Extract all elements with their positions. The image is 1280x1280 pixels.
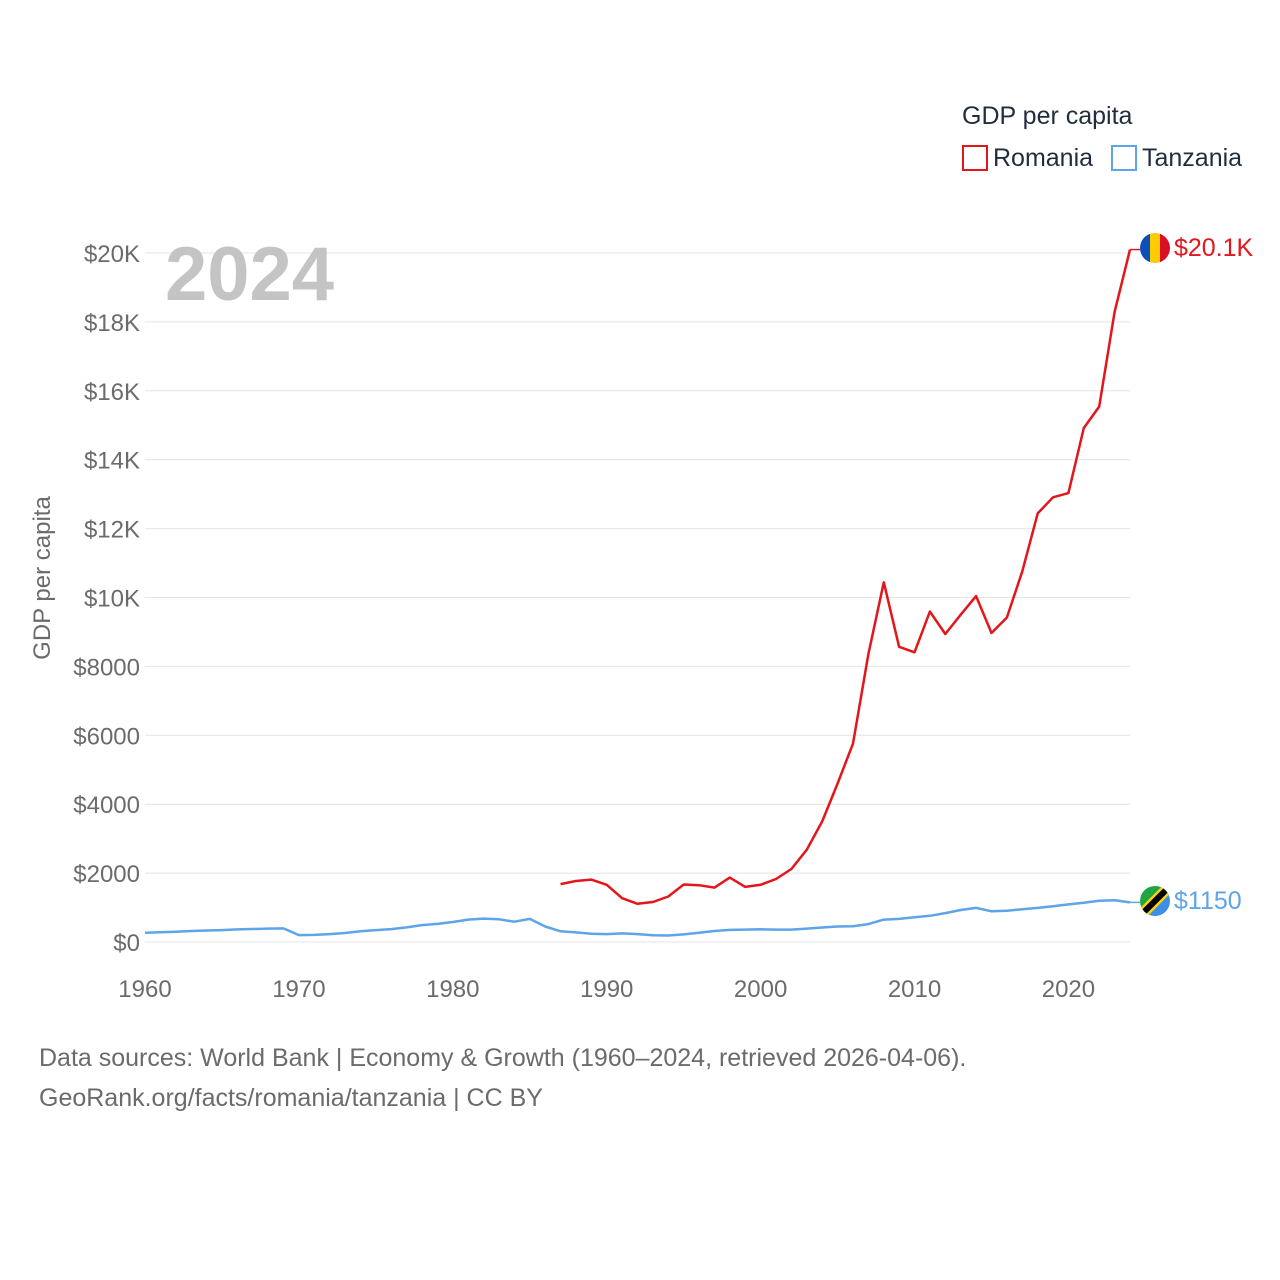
legend-title: GDP per capita [962, 102, 1133, 130]
y-tick-label: $12K [84, 517, 140, 544]
legend-item-tanzania[interactable]: Tanzania [1111, 144, 1242, 172]
y-tick-label: $2000 [73, 861, 140, 888]
legend-label-tanzania: Tanzania [1142, 144, 1242, 172]
legend-item-romania[interactable]: Romania [962, 144, 1093, 172]
x-axis-ticks: 1960 1970 1980 1990 2000 2010 2020 [118, 976, 1095, 1003]
legend-label-romania: Romania [993, 144, 1093, 172]
y-tick-label: $20K [84, 241, 140, 268]
x-tick-label: 1970 [272, 976, 325, 1003]
y-axis-title: GDP per capita [29, 496, 56, 660]
y-tick-label: $0 [113, 930, 140, 957]
footer-attribution: GeoRank.org/facts/romania/tanzania | CC … [39, 1084, 543, 1112]
y-tick-label: $18K [84, 310, 140, 337]
legend: GDP per capita Romania Tanzania [962, 102, 1242, 172]
tanzania-flag-icon [1140, 886, 1170, 916]
x-tick-label: 2010 [888, 976, 941, 1003]
y-tick-label: $8000 [73, 654, 140, 681]
year-label: 2024 [165, 232, 334, 317]
legend-swatch-romania [962, 145, 988, 171]
y-tick-label: $10K [84, 586, 140, 613]
footer-sources: Data sources: World Bank | Economy & Gro… [39, 1044, 967, 1072]
series-line-romania[interactable] [560, 249, 1132, 906]
y-tick-label: $4000 [73, 792, 140, 819]
tanzania-end-label: $1150 [1174, 887, 1242, 915]
romania-end-label: $20.1K [1174, 234, 1254, 262]
gdp-line-chart: $0 $2000 $4000 $6000 $8000 $10K $12K $14K $16K $1… [29, 102, 1254, 1003]
series-lines [144, 248, 1140, 937]
x-tick-label: 1960 [118, 976, 171, 1003]
x-tick-label: 1980 [426, 976, 479, 1003]
series-line-tanzania[interactable] [144, 899, 1131, 937]
y-tick-label: $14K [84, 448, 140, 475]
y-tick-label: $6000 [73, 723, 140, 750]
x-tick-label: 2020 [1042, 976, 1095, 1003]
legend-swatch-tanzania [1111, 145, 1137, 171]
grid-lines [145, 252, 1130, 943]
y-axis-ticks: $0 $2000 $4000 $6000 $8000 $10K $12K $14K $16K $1… [73, 241, 140, 957]
x-tick-label: 1990 [580, 976, 633, 1003]
x-tick-label: 2000 [734, 976, 787, 1003]
y-tick-label: $16K [84, 379, 140, 406]
romania-flag-icon [1140, 233, 1170, 263]
